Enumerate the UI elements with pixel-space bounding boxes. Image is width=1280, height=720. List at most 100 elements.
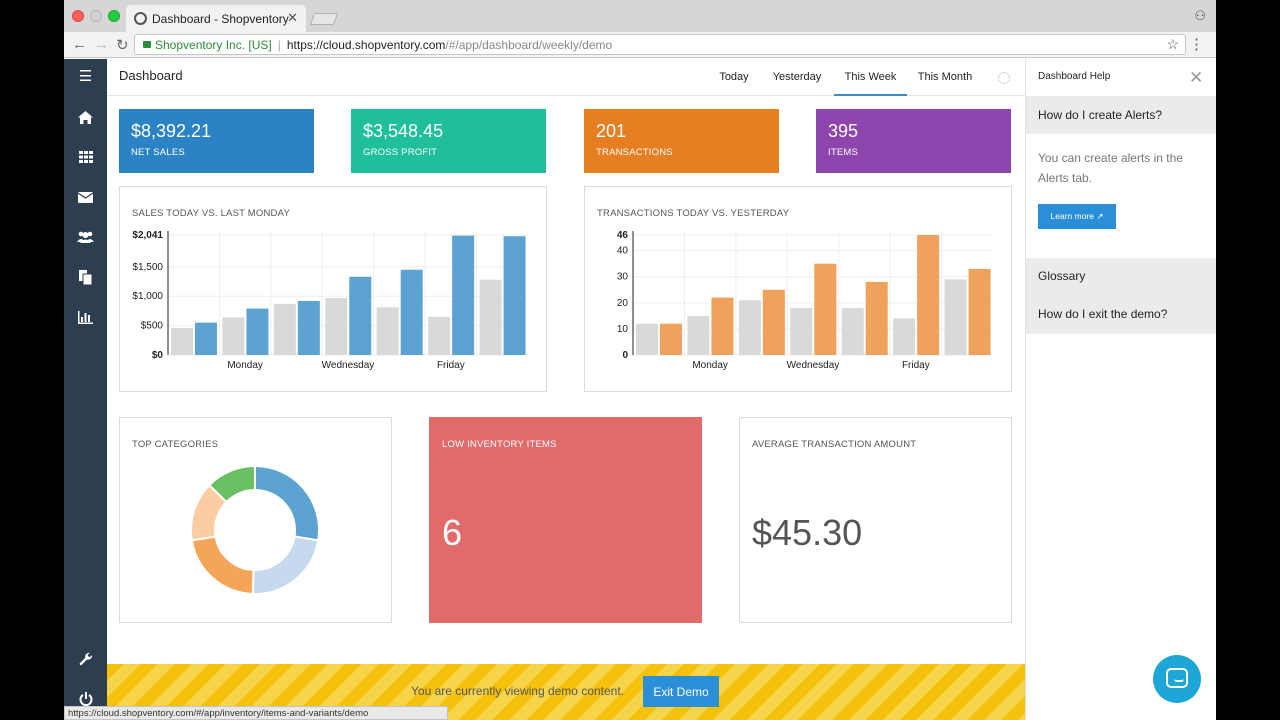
grid-icon[interactable]: [64, 142, 107, 172]
y-tick-label: 46: [617, 230, 629, 241]
x-tick-label: Friday: [437, 360, 465, 371]
url-host: https://cloud.shopventory.com: [286, 38, 446, 52]
bar: [171, 327, 193, 355]
top-categories-donut: [190, 464, 320, 595]
chat-launcher-button[interactable]: [1153, 655, 1201, 703]
tab-close-icon[interactable]: ✕: [287, 10, 298, 25]
sales-chart-card: SALES TODAY VS. LAST MONDAY $0 $500 $1,000…: [119, 186, 547, 392]
help-header: Dashboard Help ✕: [1026, 59, 1216, 96]
gross-profit-card[interactable]: $3,548.45 GROSS PROFIT: [351, 109, 546, 173]
y-tick-label: 40: [617, 246, 629, 257]
bar: [428, 316, 451, 355]
bar: [841, 308, 864, 355]
bar: [325, 297, 348, 355]
bar: [222, 317, 245, 355]
items-card[interactable]: 395 ITEMS: [816, 109, 1011, 173]
bar: [762, 289, 785, 355]
donut-slice: [251, 535, 320, 595]
sales-bar-chart: $0 $500 $1,000 $1,500 $2,041 Monday Wednesday F…: [132, 230, 528, 371]
bar: [893, 318, 916, 355]
y-tick-label: 30: [617, 272, 629, 283]
bar: [687, 315, 710, 355]
y-tick-label: $0: [152, 350, 164, 361]
shopventory-favicon-icon: [134, 12, 147, 25]
y-tick-label: $500: [141, 321, 164, 332]
learn-more-button[interactable]: Learn more ↗: [1038, 204, 1116, 229]
stat-label: TRANSACTIONS: [596, 147, 673, 158]
power-icon[interactable]: [64, 684, 107, 714]
tab-yesterday[interactable]: Yesterday: [772, 71, 822, 83]
avg-transaction-card: AVERAGE TRANSACTION AMOUNT $45.30: [739, 417, 1012, 623]
help-item-glossary[interactable]: Glossary: [1038, 269, 1086, 283]
transactions-chart-card: TRANSACTIONS TODAY VS. YESTERDAY 0 10 20 30…: [584, 186, 1012, 392]
bar: [503, 236, 526, 355]
bar: [479, 279, 502, 355]
bar: [968, 268, 991, 355]
browser-tab[interactable]: Dashboard - Shopventory ✕: [126, 5, 306, 32]
dashboard-header: Dashboard Today Yesterday This Week This…: [107, 59, 1025, 96]
y-tick-label: 10: [617, 324, 629, 335]
back-icon[interactable]: ←: [72, 36, 87, 53]
bar: [636, 323, 658, 355]
reload-icon[interactable]: ↻: [116, 37, 129, 54]
low-inventory-card[interactable]: LOW INVENTORY ITEMS 6: [429, 417, 702, 623]
address-bar[interactable]: Shopventory Inc. [US] | https://cloud.shop…: [134, 34, 1186, 55]
bar: [273, 303, 296, 355]
close-window-button[interactable]: [72, 10, 84, 22]
bar-chart-icon[interactable]: [64, 302, 107, 332]
stat-value: 395: [828, 121, 859, 141]
dashboard-main: Dashboard Today Yesterday This Week This…: [107, 59, 1025, 664]
site-identity: Shopventory Inc. [US]: [155, 38, 272, 52]
help-answer: You can create alerts in the Alerts tab.: [1038, 151, 1183, 185]
minimize-window-button[interactable]: [90, 10, 102, 22]
x-tick-label: Wednesday: [322, 360, 375, 371]
transactions-card[interactable]: 201 TRANSACTIONS: [584, 109, 779, 173]
chat-icon: [1166, 668, 1188, 688]
bar: [195, 322, 217, 355]
menu-icon[interactable]: ☰: [78, 68, 93, 85]
donut-slice: [207, 464, 256, 504]
loading-spinner-icon: [998, 72, 1010, 84]
new-tab-button[interactable]: [309, 13, 339, 25]
stat-label: NET SALES: [131, 147, 185, 158]
exit-demo-button[interactable]: Exit Demo: [643, 676, 719, 707]
net-sales-card[interactable]: $8,392.21 NET SALES: [119, 109, 314, 173]
tab-today[interactable]: Today: [719, 71, 749, 83]
x-tick-label: Monday: [227, 360, 263, 371]
chart-title: TRANSACTIONS TODAY VS. YESTERDAY: [597, 208, 790, 219]
card-title: TOP CATEGORIES: [132, 439, 219, 450]
bar: [400, 269, 423, 355]
browser-toolbar: ← → ↻ Shopventory Inc. [US] | https://clou…: [64, 32, 1216, 58]
browser-menu-icon[interactable]: ⋮: [1189, 36, 1204, 53]
incognito-icon[interactable]: ⚇: [1194, 8, 1206, 23]
stat-label: GROSS PROFIT: [363, 147, 438, 158]
help-topic-list: Glossary How do I exit the demo?: [1026, 258, 1216, 334]
home-icon[interactable]: [64, 102, 107, 132]
card-title: AVERAGE TRANSACTION AMOUNT: [752, 439, 917, 450]
maximize-window-button[interactable]: [108, 10, 120, 22]
card-title: LOW INVENTORY ITEMS: [442, 439, 557, 450]
page-title: Dashboard: [119, 68, 183, 83]
bar: [246, 308, 269, 355]
tab-this-week[interactable]: This Week: [834, 59, 907, 96]
bar: [814, 263, 837, 355]
envelope-icon[interactable]: [64, 182, 107, 212]
tab-this-month[interactable]: This Month: [917, 71, 973, 83]
bar: [944, 279, 967, 355]
y-tick-label: 20: [617, 298, 629, 309]
help-question-alerts[interactable]: How do I create Alerts?: [1026, 96, 1216, 134]
help-item-exit-demo[interactable]: How do I exit the demo?: [1038, 307, 1168, 321]
help-title: Dashboard Help: [1038, 71, 1111, 82]
close-icon[interactable]: ✕: [1189, 68, 1204, 87]
bar: [865, 281, 888, 355]
x-tick-label: Wednesday: [787, 360, 840, 371]
y-tick-label: $1,000: [132, 291, 163, 302]
browser-tabstrip: Dashboard - Shopventory ✕ ⚇: [64, 0, 1216, 32]
browser-status-url: https://cloud.shopventory.com/#/app/inve…: [64, 706, 448, 720]
users-icon[interactable]: [64, 222, 107, 252]
stat-value: $8,392.21: [131, 121, 212, 141]
bookmark-star-icon[interactable]: ☆: [1166, 36, 1179, 52]
wrench-icon[interactable]: [64, 644, 107, 674]
documents-icon[interactable]: [64, 262, 107, 292]
forward-icon[interactable]: →: [94, 36, 109, 53]
